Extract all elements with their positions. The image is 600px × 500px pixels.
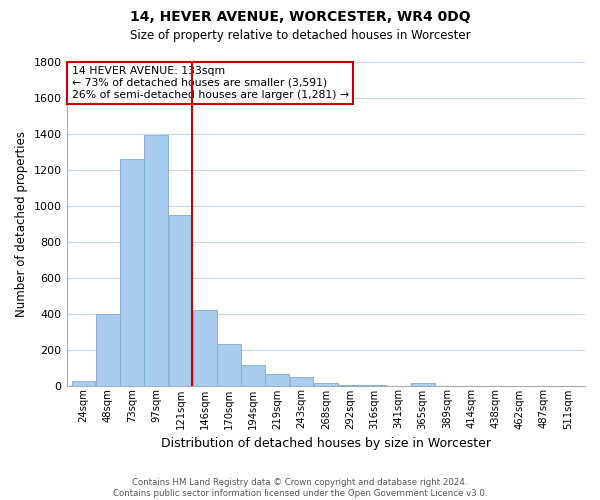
X-axis label: Distribution of detached houses by size in Worcester: Distribution of detached houses by size … xyxy=(161,437,491,450)
Bar xyxy=(145,136,168,386)
Bar xyxy=(338,384,362,386)
Y-axis label: Number of detached properties: Number of detached properties xyxy=(15,130,28,316)
Bar xyxy=(71,381,95,386)
Text: 14 HEVER AVENUE: 133sqm
← 73% of detached houses are smaller (3,591)
26% of semi: 14 HEVER AVENUE: 133sqm ← 73% of detache… xyxy=(72,66,349,100)
Bar xyxy=(120,158,144,386)
Text: 14, HEVER AVENUE, WORCESTER, WR4 0DQ: 14, HEVER AVENUE, WORCESTER, WR4 0DQ xyxy=(130,10,470,24)
Bar xyxy=(193,310,217,386)
Bar xyxy=(96,314,119,386)
Bar xyxy=(362,385,386,386)
Bar xyxy=(169,214,192,386)
Bar xyxy=(265,374,289,386)
Bar xyxy=(290,376,313,386)
Bar xyxy=(314,383,338,386)
Text: Contains HM Land Registry data © Crown copyright and database right 2024.
Contai: Contains HM Land Registry data © Crown c… xyxy=(113,478,487,498)
Bar xyxy=(241,365,265,386)
Bar xyxy=(217,344,241,386)
Text: Size of property relative to detached houses in Worcester: Size of property relative to detached ho… xyxy=(130,29,470,42)
Bar xyxy=(411,383,434,386)
